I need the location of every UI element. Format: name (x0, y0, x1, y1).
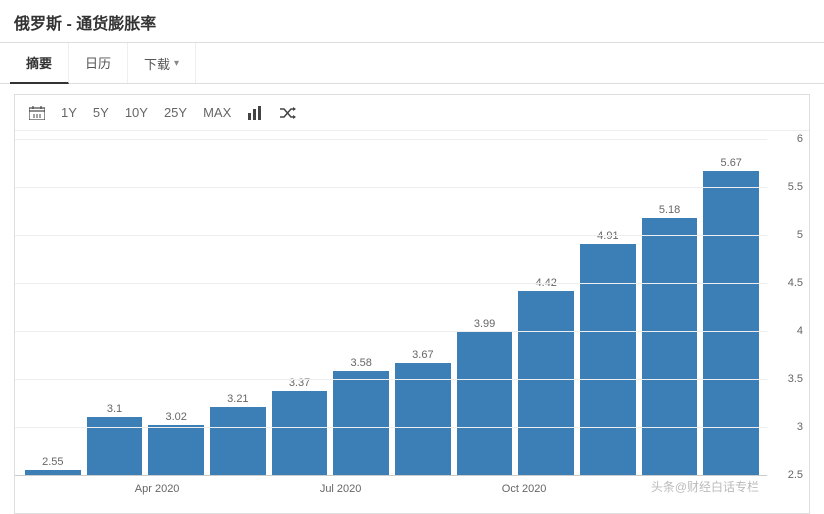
bar-rect (210, 407, 266, 475)
bar: 3.58 (333, 357, 389, 475)
bar-value-label: 3.02 (165, 411, 186, 423)
y-tick-label: 3.5 (788, 373, 803, 385)
bar-value-label: 5.18 (659, 204, 680, 216)
bar: 3.02 (148, 411, 204, 475)
range-5Y[interactable]: 5Y (93, 105, 109, 120)
gridline (15, 283, 767, 284)
y-tick-label: 2.5 (788, 469, 803, 481)
bar-value-label: 3.99 (474, 318, 495, 330)
chart-panel: 1Y5Y10Y25YMAX 2.553.13.023.213.373.583.6… (14, 94, 810, 514)
bar-rect (518, 291, 574, 475)
x-tick-label: Jul 2020 (320, 483, 362, 495)
bar-rect (703, 171, 759, 475)
bar: 4.91 (580, 230, 636, 475)
bar-rect (272, 391, 328, 475)
shuffle-icon[interactable] (279, 106, 297, 120)
y-tick-label: 5.5 (788, 181, 803, 193)
calendar-icon[interactable] (29, 106, 45, 120)
bar-rect (457, 332, 513, 475)
bar-value-label: 3.58 (350, 357, 371, 369)
bar: 3.21 (210, 393, 266, 475)
bar-value-label: 3.67 (412, 349, 433, 361)
bar: 2.55 (25, 456, 81, 475)
y-tick-label: 6 (797, 133, 803, 145)
bar: 3.99 (457, 318, 513, 475)
bar-value-label: 2.55 (42, 456, 63, 468)
bar-rect (148, 425, 204, 475)
gridline (15, 139, 767, 140)
tab-1[interactable]: 日历 (69, 43, 128, 83)
x-tick-label: Oct 2020 (502, 483, 547, 495)
y-tick-label: 5 (797, 229, 803, 241)
bar-rect (642, 218, 698, 475)
bar-value-label: 3.21 (227, 393, 248, 405)
bar: 4.42 (518, 277, 574, 475)
y-tick-label: 4.5 (788, 277, 803, 289)
range-25Y[interactable]: 25Y (164, 105, 187, 120)
bar-chart-icon[interactable] (247, 106, 263, 120)
bar: 5.18 (642, 204, 698, 475)
bar-value-label: 3.1 (107, 403, 122, 415)
gridline (15, 379, 767, 380)
bar-value-label: 5.67 (721, 157, 742, 169)
bar: 3.67 (395, 349, 451, 475)
y-tick-label: 4 (797, 325, 803, 337)
x-axis: Apr 2020 Jul 2020 Oct 2020 (25, 479, 759, 501)
chart-toolbar: 1Y 5Y 10Y 25Y MAX (15, 95, 809, 131)
page-title: 俄罗斯 - 通货膨胀率 (14, 10, 810, 34)
bar-rect (580, 244, 636, 475)
bar-rect (333, 371, 389, 475)
baseline (15, 475, 767, 476)
tab-bar: 摘要日历下载▾ (0, 43, 824, 84)
gridline (15, 427, 767, 428)
y-tick-label: 3 (797, 421, 803, 433)
bar-series: 2.553.13.023.213.373.583.673.994.424.915… (25, 139, 759, 475)
gridline (15, 187, 767, 188)
chart-plot: 2.553.13.023.213.373.583.673.994.424.915… (15, 131, 809, 501)
range-1Y[interactable]: 1Y (61, 105, 77, 120)
bar: 3.1 (87, 403, 143, 475)
x-tick-label: Apr 2020 (135, 483, 180, 495)
range-MAX[interactable]: MAX (203, 105, 231, 120)
gridline (15, 331, 767, 332)
range-10Y[interactable]: 10Y (125, 105, 148, 120)
tab-2[interactable]: 下载▾ (128, 43, 196, 83)
tab-0[interactable]: 摘要 (10, 43, 69, 84)
gridline (15, 235, 767, 236)
chevron-down-icon: ▾ (174, 58, 179, 69)
